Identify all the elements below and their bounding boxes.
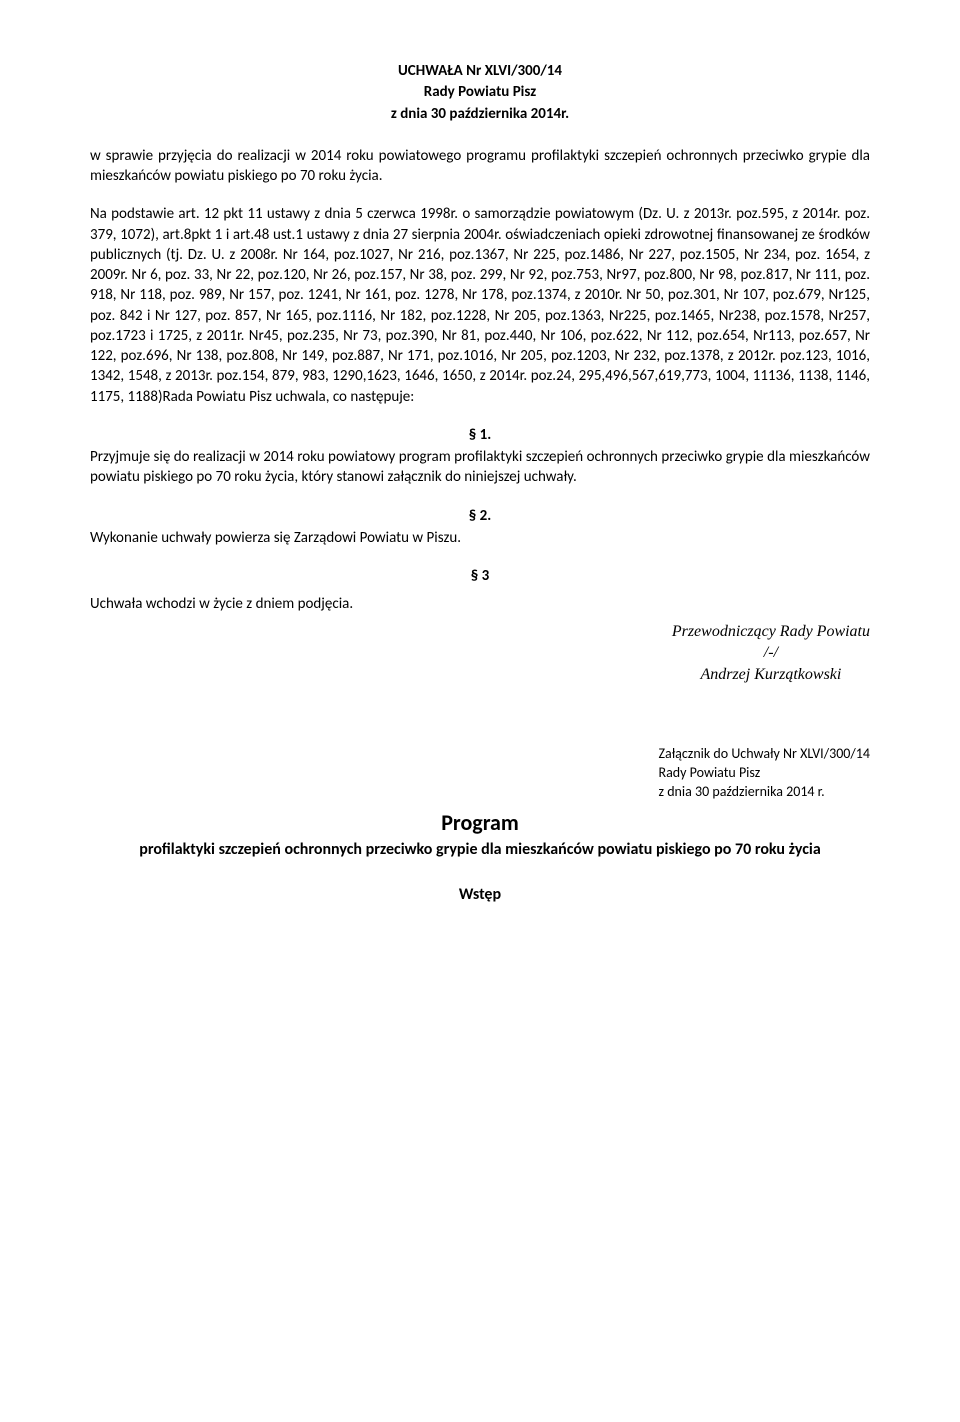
section-3-text: Uchwała wchodzi w życie z dniem podjęcia… [90, 594, 870, 614]
signatory-name: Andrzej Kurzątkowski [672, 664, 870, 686]
resolution-date: z dnia 30 października 2014r. [90, 104, 870, 124]
section-2-text: Wykonanie uchwały powierza się Zarządowi… [90, 528, 870, 548]
resolution-number: UCHWAŁA Nr XLVI/300/14 [90, 61, 870, 81]
resolution-header: UCHWAŁA Nr XLVI/300/14 Rady Powiatu Pisz… [90, 61, 870, 124]
attachment-line-2: Rady Powiatu Pisz [659, 764, 871, 783]
program-subtitle: profilaktyki szczepień ochronnych przeci… [90, 840, 870, 861]
signature-block: Przewodniczący Rady Powiatu /-/ Andrzej … [90, 621, 870, 686]
attachment-line-1: Załącznik do Uchwały Nr XLVI/300/14 [659, 745, 871, 764]
attachment-line-3: z dnia 30 października 2014 r. [659, 783, 871, 802]
intro-heading: Wstęp [90, 884, 870, 906]
resolution-subject: w sprawie przyjęcia do realizacji w 2014… [90, 146, 870, 187]
signature-mark: /-/ [672, 642, 870, 664]
program-title: Program [90, 808, 870, 838]
council-name: Rady Powiatu Pisz [90, 82, 870, 102]
attachment-reference: Załącznik do Uchwały Nr XLVI/300/14 Rady… [90, 745, 870, 802]
legal-basis: Na podstawie art. 12 pkt 11 ustawy z dni… [90, 204, 870, 407]
signatory-role: Przewodniczący Rady Powiatu [672, 621, 870, 643]
section-1-label: § 1. [90, 425, 870, 445]
section-2-label: § 2. [90, 506, 870, 526]
section-1-text: Przyjmuje się do realizacji w 2014 roku … [90, 447, 870, 488]
section-3-label: § 3 [90, 566, 870, 586]
